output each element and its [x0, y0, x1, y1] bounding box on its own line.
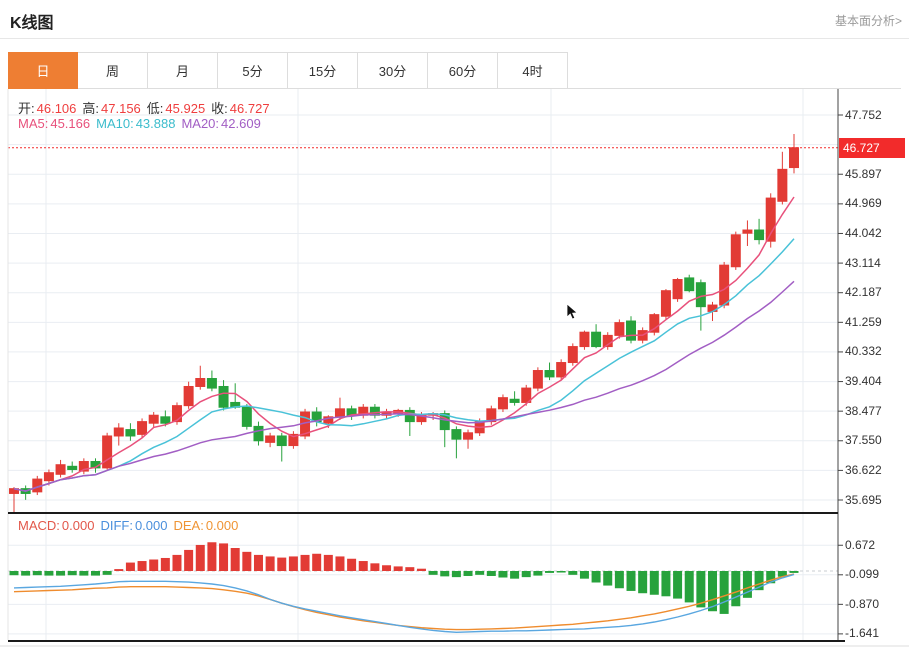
timeframe-tabs: 日周月 5分 15分 30分 60分 4时	[8, 52, 901, 89]
indicator-pair: MACD: 0.000	[18, 518, 94, 533]
mouse-cursor	[566, 303, 579, 320]
indicator-value: 0.000	[205, 518, 239, 533]
tab-bar-filler	[568, 52, 901, 89]
price-axis-label: 38.477	[845, 403, 882, 418]
price-axis-label: 43.114	[845, 255, 881, 270]
tab-timeframe-0[interactable]: 日	[8, 52, 78, 89]
indicator-label: DEA:	[173, 518, 204, 533]
page-header: K线图 基本面分析>	[0, 0, 909, 39]
indicator-pair: MA10: 43.888	[96, 116, 175, 131]
indicator-pair: MA20: 42.609	[181, 116, 260, 131]
macd-axis-label: -0.099	[845, 567, 880, 582]
indicator-value: 0.000	[61, 518, 95, 533]
indicator-label: MACD:	[18, 518, 60, 533]
current-price-tag: 46.727	[839, 137, 905, 158]
indicator-label: 低:	[146, 101, 164, 116]
macd-axis-label: 0.672	[845, 537, 876, 552]
indicator-pair: 开: 46.106	[18, 98, 76, 117]
indicator-value: 42.609	[221, 116, 261, 131]
candlestick-series	[9, 134, 799, 513]
indicator-value: 45.925	[165, 101, 206, 116]
diff-line	[13, 573, 795, 634]
price-axis-label: 41.259	[845, 314, 882, 329]
macd-axis-label: -1.641	[845, 626, 880, 641]
indicator-label: 开:	[18, 101, 35, 116]
indicator-value: 43.888	[135, 116, 176, 131]
price-axis-label: 36.622	[845, 462, 882, 477]
ma-info-row: MA5: 45.166 MA10: 43.888 MA20: 42.609	[18, 116, 267, 131]
price-axis-label: 44.042	[845, 225, 882, 240]
indicator-pair: 低: 45.925	[147, 98, 205, 117]
indicator-value: 46.106	[36, 101, 77, 116]
price-axis-label: 40.332	[845, 344, 882, 359]
tab-timeframe-6[interactable]: 60分	[428, 52, 498, 89]
indicator-value: 46.727	[229, 101, 270, 116]
indicator-value: 47.156	[101, 101, 141, 116]
indicator-pair: MA5: 45.166	[18, 116, 90, 131]
ma5-line	[13, 196, 795, 492]
price-axis-label: 39.404	[845, 374, 882, 389]
indicator-label: MA20:	[181, 116, 220, 131]
indicator-label: 高:	[82, 101, 100, 116]
macd-axis-label: -0.870	[845, 596, 880, 611]
indicator-label: MA5:	[18, 116, 49, 131]
price-axis-label: 42.187	[845, 285, 882, 300]
indicator-label: MA10:	[96, 116, 134, 131]
indicator-pair: 收: 46.727	[211, 98, 269, 117]
indicator-value: 45.166	[50, 116, 91, 131]
ohlc-info-row: 开: 46.106 高: 47.156 低: 45.925 收: 46.727	[18, 98, 276, 117]
indicator-pair: DIFF: 0.000	[100, 518, 167, 533]
indicator-pair: DEA: 0.000	[173, 518, 238, 533]
indicator-label: 收:	[211, 101, 228, 116]
chart-frame	[0, 89, 909, 647]
indicator-label: DIFF:	[100, 518, 133, 533]
price-axis-label: 35.695	[845, 492, 882, 507]
page-title: K线图	[10, 15, 54, 32]
ma20-line	[13, 280, 795, 492]
tab-timeframe-5[interactable]: 30分	[358, 52, 428, 89]
price-axis-label: 47.752	[845, 107, 882, 122]
indicator-value: 0.000	[134, 518, 168, 533]
tab-timeframe-4[interactable]: 15分	[288, 52, 358, 89]
tab-timeframe-2[interactable]: 月	[148, 52, 218, 89]
price-axis-label: 37.550	[845, 433, 882, 448]
indicator-pair: 高: 47.156	[82, 98, 140, 117]
tab-timeframe-1[interactable]: 周	[78, 52, 148, 89]
ma10-line	[13, 238, 795, 492]
tab-timeframe-7[interactable]: 4时	[498, 52, 568, 89]
price-axis-label: 45.897	[845, 166, 882, 181]
price-axis-label: 44.969	[845, 196, 882, 211]
macd-series	[9, 542, 799, 634]
tab-timeframe-3[interactable]: 5分	[218, 52, 288, 89]
fundamental-analysis-link[interactable]: 基本面分析>	[834, 14, 902, 28]
macd-info-row: MACD: 0.000 DIFF: 0.000 DEA: 0.000	[18, 518, 244, 533]
grid-lines	[8, 89, 838, 640]
